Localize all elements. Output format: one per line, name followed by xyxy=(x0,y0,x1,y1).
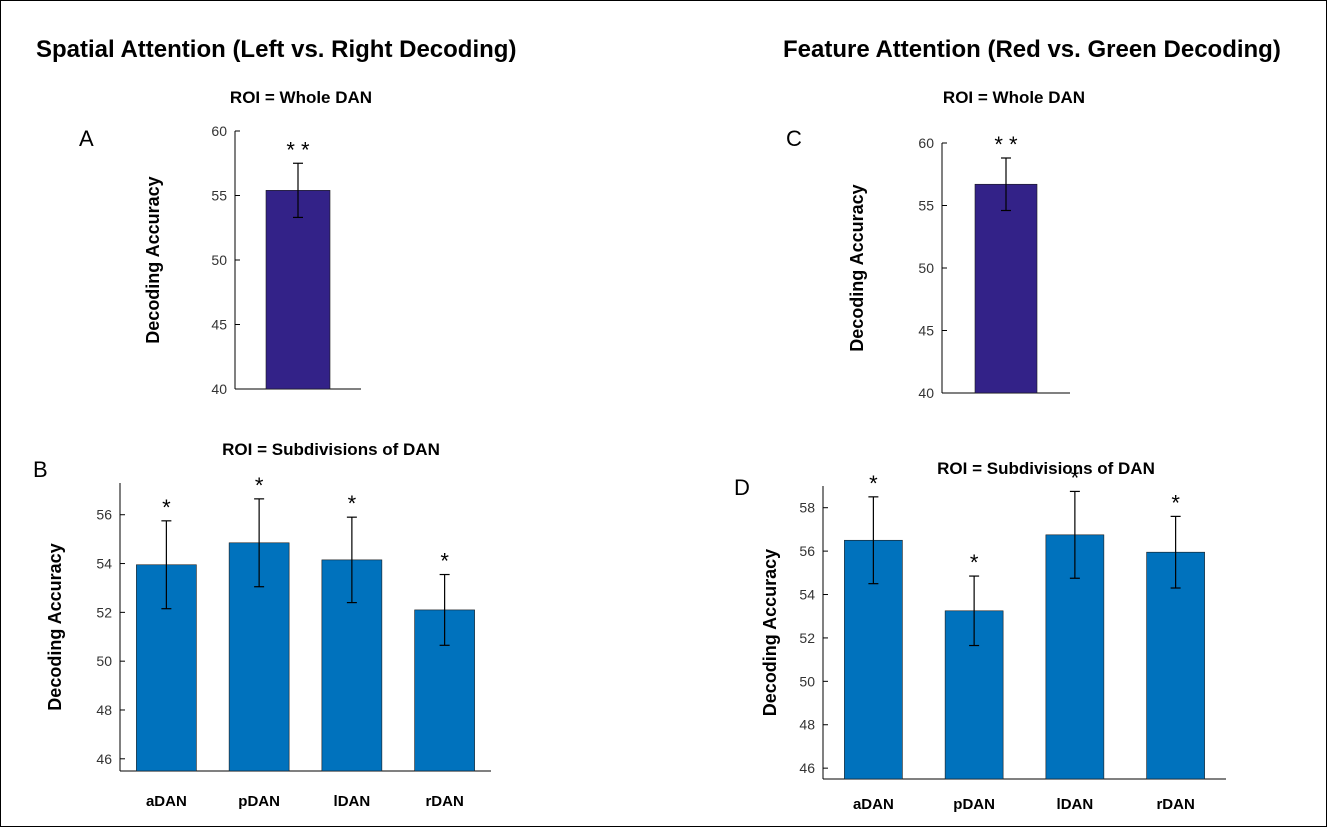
panel-b-letter: B xyxy=(33,457,48,482)
panel-c-title: ROI = Whole DAN xyxy=(943,88,1085,107)
panel-d-ytick-label: 56 xyxy=(799,543,815,559)
panel-b-ytick-label: 48 xyxy=(96,702,112,718)
panel-d-significance-marker: * xyxy=(1171,490,1180,515)
panel-b-category-label: rDAN xyxy=(425,793,463,810)
panel-b-significance-marker: * xyxy=(255,473,264,498)
panel-d-ytick-label: 52 xyxy=(799,630,815,646)
panel-d: ROI = Subdivisions of DAN D Decoding Accur… xyxy=(734,459,1226,813)
panel-b-ylabel: Decoding Accuracy xyxy=(45,543,65,710)
panel-a-ytick-label: 60 xyxy=(211,123,227,139)
panel-c-ytick-label: 50 xyxy=(918,260,934,276)
panel-d-category-label: lDAN xyxy=(1057,796,1094,813)
panel-d-significance-marker: * xyxy=(970,550,979,575)
panel-a-bar xyxy=(265,190,331,390)
panel-a-ytick-label: 40 xyxy=(211,381,227,397)
right-section-heading: Feature Attention (Red vs. Green Decodin… xyxy=(783,36,1281,63)
panel-b-ytick-label: 46 xyxy=(96,751,112,767)
panel-d-ytick-label: 50 xyxy=(799,673,815,689)
panel-b-ytick-label: 50 xyxy=(96,653,112,669)
panel-b-title: ROI = Subdivisions of DAN xyxy=(222,440,440,459)
panel-d-ytick-label: 54 xyxy=(799,587,815,603)
left-section-heading: Spatial Attention (Left vs. Right Decodi… xyxy=(36,36,516,63)
panel-b-significance-marker: * xyxy=(348,491,357,516)
panel-d-ytick-label: 46 xyxy=(799,760,815,776)
panel-b: ROI = Subdivisions of DAN B Decoding Accur… xyxy=(33,440,491,810)
panel-a-ylabel: Decoding Accuracy xyxy=(143,176,163,343)
panel-c: ROI = Whole DAN C Decoding Accuracy 40 45 50 5… xyxy=(786,88,1085,401)
panel-d-ytick-label: 48 xyxy=(799,717,815,733)
panel-d-category-label: rDAN xyxy=(1156,796,1194,813)
panel-d-ylabel: Decoding Accuracy xyxy=(760,549,780,716)
panel-b-category-label: pDAN xyxy=(238,793,280,810)
panel-b-ytick-label: 56 xyxy=(96,507,112,523)
panel-a-ytick-label: 55 xyxy=(211,188,227,204)
panel-c-ytick-label: 55 xyxy=(918,198,934,214)
panel-d-ytick-label: 58 xyxy=(799,500,815,516)
panel-b-ytick-label: 54 xyxy=(96,556,112,572)
panel-d-category-label: pDAN xyxy=(953,796,995,813)
panel-d-significance-marker: * xyxy=(869,471,878,496)
panel-a-ytick-label: 45 xyxy=(211,317,227,333)
panel-d-significance-marker: * xyxy=(1071,465,1080,490)
panel-a-ytick-label: 50 xyxy=(211,252,227,268)
panel-d-bar xyxy=(1146,551,1205,780)
panel-d-category-label: aDAN xyxy=(853,796,894,813)
panel-a-title: ROI = Whole DAN xyxy=(230,88,372,107)
panel-c-ylabel: Decoding Accuracy xyxy=(847,184,867,351)
panel-b-category-label: aDAN xyxy=(146,793,187,810)
panel-c-ytick-label: 60 xyxy=(918,135,934,151)
panel-c-bar xyxy=(974,183,1038,394)
panel-c-ytick-label: 40 xyxy=(918,385,934,401)
panel-c-letter: C xyxy=(786,126,802,151)
panel-a-letter: A xyxy=(79,126,94,151)
chart-panels: ROI = Whole DAN A Decoding Accuracy 40 45 50 5… xyxy=(33,88,1226,813)
panel-b-significance-marker: * xyxy=(440,549,449,574)
panel-b-category-label: lDAN xyxy=(334,793,371,810)
panel-b-significance-marker: * xyxy=(162,495,171,520)
panel-d-letter: D xyxy=(734,475,750,500)
panel-d-title: ROI = Subdivisions of DAN xyxy=(937,459,1155,478)
panel-a: ROI = Whole DAN A Decoding Accuracy 40 45 50 5… xyxy=(79,88,372,397)
panel-c-significance-marker: * * xyxy=(994,132,1018,157)
panel-a-significance-marker: * * xyxy=(286,137,310,162)
panel-c-ytick-label: 45 xyxy=(918,323,934,339)
panel-b-ytick-label: 52 xyxy=(96,604,112,620)
